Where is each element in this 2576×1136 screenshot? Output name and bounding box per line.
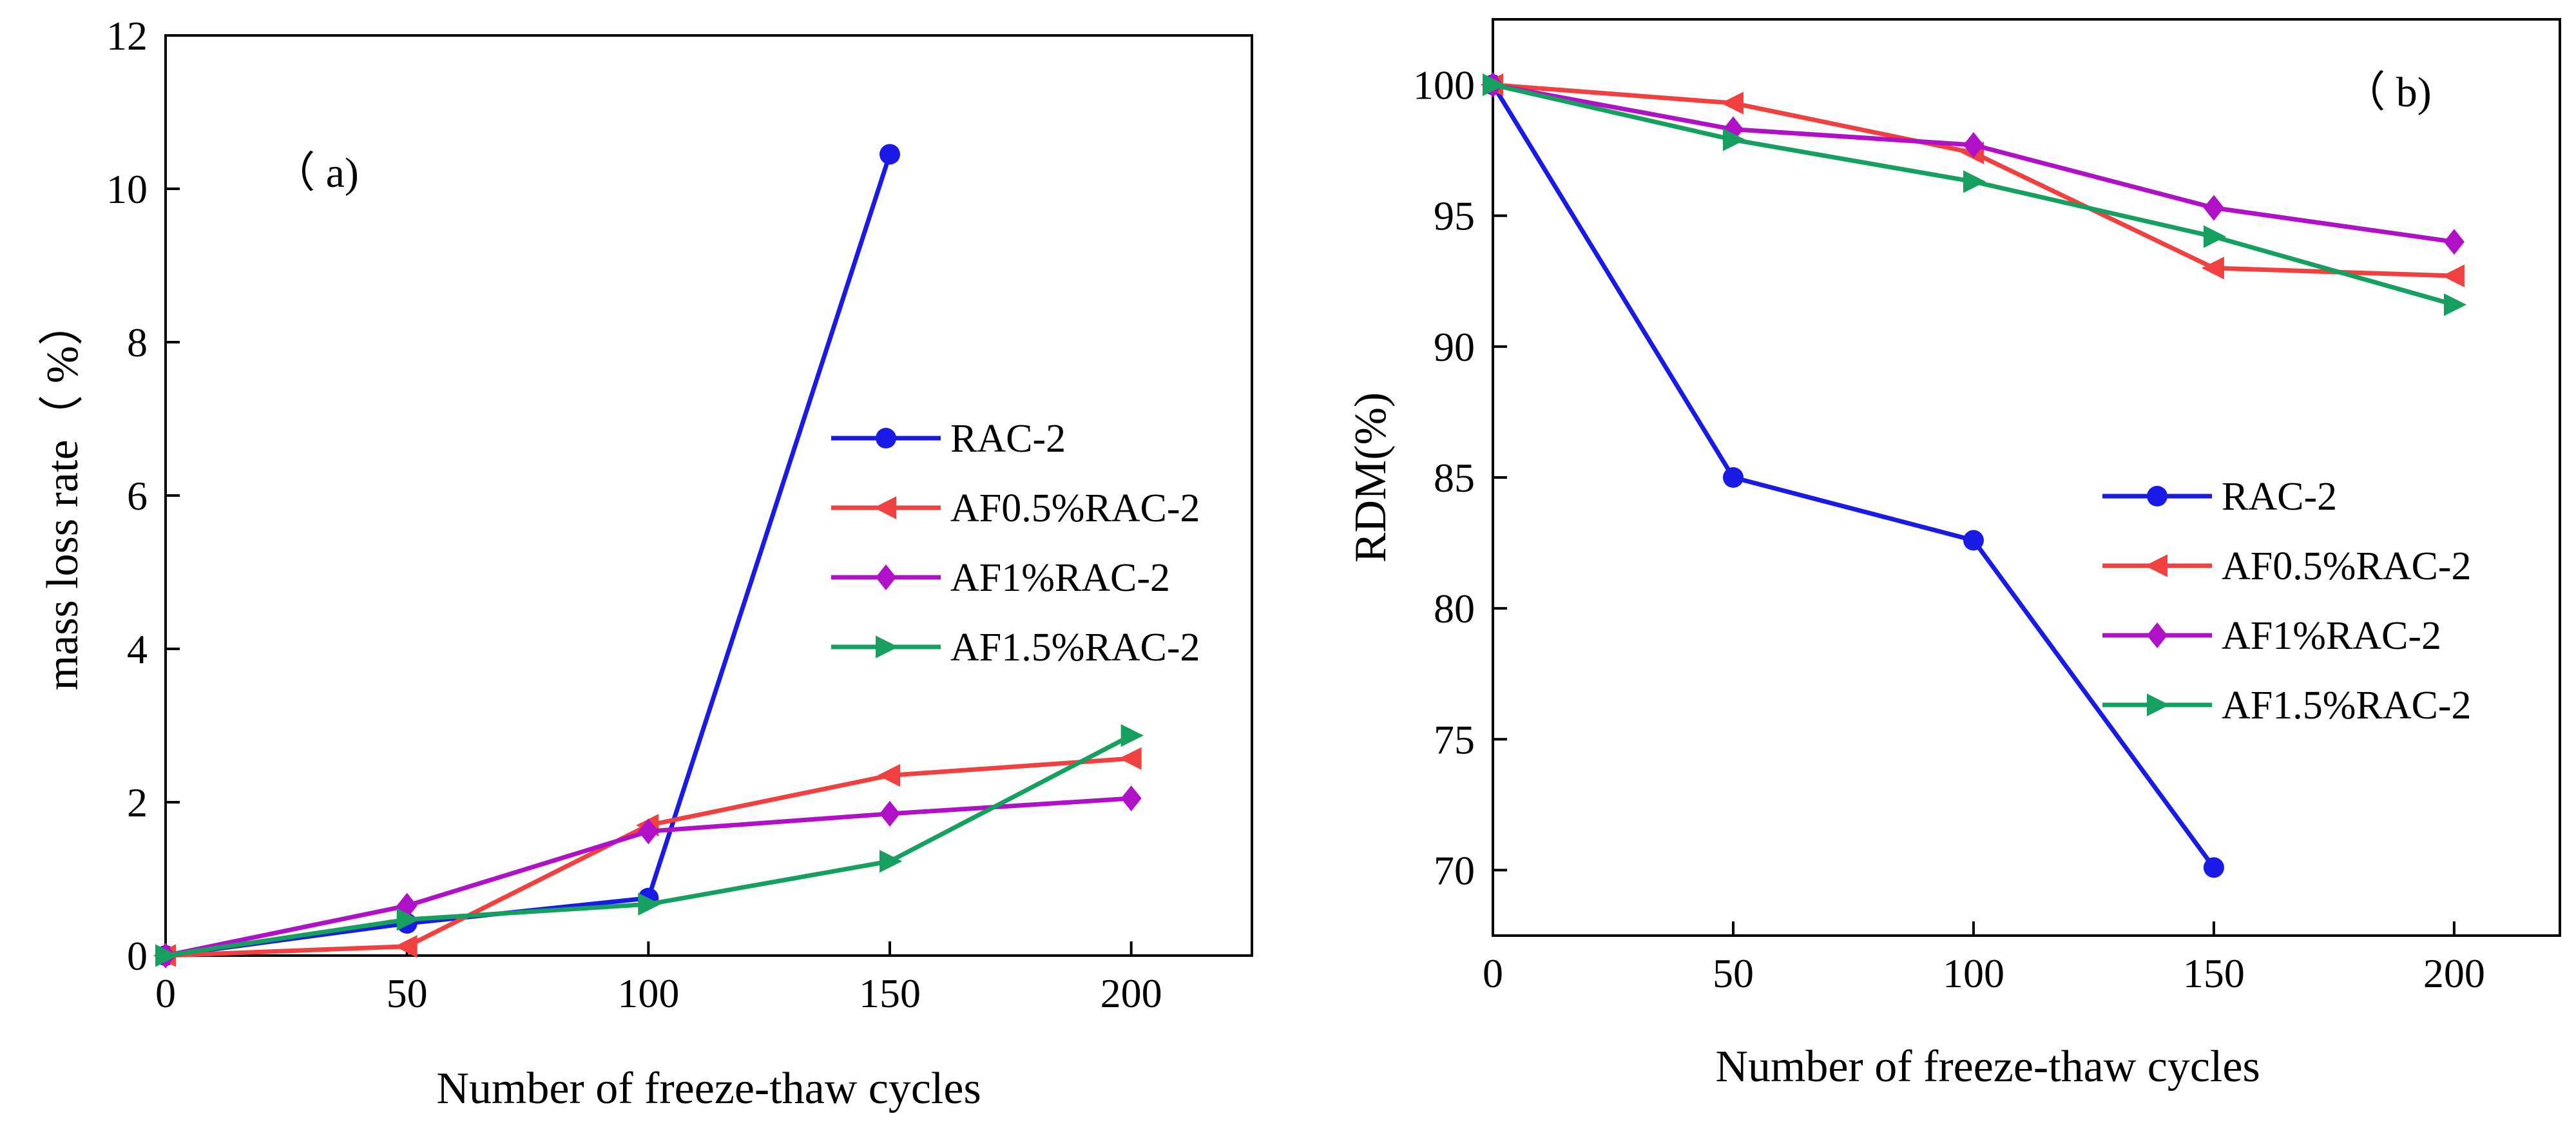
- x-axis-title: Number of freeze-thaw cycles: [1715, 1042, 2260, 1092]
- legend-marker: [2147, 622, 2167, 648]
- legend-marker: [2147, 693, 2170, 717]
- legend-entry: AF0.5%RAC-2: [831, 486, 1200, 530]
- legend-label: RAC-2: [950, 417, 1066, 461]
- legend-label: AF1.5%RAC-2: [950, 626, 1200, 669]
- x-tick-label: 50: [387, 970, 428, 1016]
- y-tick-label: 8: [127, 320, 148, 365]
- series-AF1.5%RAC-2: [155, 724, 1144, 967]
- series-AF1%RAC-2: [155, 785, 1142, 968]
- legend-entry: RAC-2: [831, 417, 1066, 461]
- legend-label: AF0.5%RAC-2: [2222, 544, 2472, 588]
- legend-label: AF1%RAC-2: [950, 556, 1170, 600]
- y-tick-label: 80: [1434, 586, 1475, 631]
- y-tick-label: 95: [1434, 193, 1475, 239]
- data-point: [2203, 195, 2224, 221]
- data-point: [1119, 747, 1142, 770]
- legend-label: AF1%RAC-2: [2222, 614, 2441, 658]
- panel-label: （ b): [2343, 69, 2431, 116]
- series-RAC-2: [155, 144, 900, 966]
- x-tick-label: 200: [1101, 970, 1162, 1016]
- y-tick-label: 75: [1434, 717, 1475, 762]
- legend-marker: [876, 564, 896, 590]
- data-point: [1963, 530, 1984, 551]
- data-point: [2203, 857, 2224, 878]
- x-axis-title: Number of freeze-thaw cycles: [436, 1064, 981, 1113]
- data-point: [1120, 785, 1142, 812]
- series-line: [165, 153, 892, 958]
- data-point: [1963, 170, 1986, 193]
- y-tick-label: 0: [127, 933, 148, 979]
- data-point: [2443, 229, 2465, 255]
- legend-marker: [2147, 486, 2167, 506]
- data-point: [638, 892, 661, 916]
- x-tick-label: 100: [1943, 950, 2004, 996]
- panel-label: （ a): [273, 149, 359, 197]
- y-tick-label: 12: [106, 13, 148, 59]
- data-point: [155, 944, 178, 967]
- data-point: [1963, 132, 1984, 159]
- x-tick-label: 150: [2183, 950, 2245, 996]
- data-point: [879, 800, 900, 827]
- y-tick-label: 10: [106, 166, 148, 212]
- series-AF1%RAC-2: [1483, 72, 2465, 255]
- legend-entry: AF1%RAC-2: [2102, 614, 2441, 658]
- data-point: [2203, 225, 2227, 248]
- series-RAC-2: [1483, 74, 2224, 878]
- data-point: [879, 144, 900, 165]
- series-line: [1492, 82, 2455, 244]
- data-point: [1120, 724, 1144, 747]
- data-point: [1722, 128, 1746, 151]
- legend-entry: AF1.5%RAC-2: [2102, 684, 2472, 727]
- y-tick-label: 85: [1434, 455, 1475, 501]
- series-line: [1491, 83, 2216, 869]
- legend-marker: [876, 428, 896, 448]
- data-point: [879, 850, 903, 873]
- data-point: [1483, 73, 1506, 97]
- x-tick-label: 200: [2423, 950, 2485, 996]
- x-tick-label: 50: [1713, 950, 1754, 996]
- y-tick-label: 6: [127, 473, 148, 519]
- data-point: [2443, 293, 2467, 316]
- y-axis-title: mass loss rate（ %）: [38, 301, 88, 691]
- data-point: [877, 764, 900, 787]
- data-point: [1720, 91, 1744, 115]
- legend-marker: [2144, 554, 2167, 577]
- series-AF1.5%RAC-2: [1483, 73, 2467, 316]
- legend-label: RAC-2: [2222, 475, 2337, 519]
- data-point: [2201, 256, 2224, 280]
- legend-entry: AF1%RAC-2: [831, 556, 1170, 600]
- legend-entry: AF0.5%RAC-2: [2102, 544, 2472, 588]
- x-tick-label: 0: [1483, 950, 1503, 996]
- legend-marker: [876, 635, 899, 659]
- data-point: [638, 818, 659, 845]
- legend-marker: [873, 496, 896, 519]
- y-axis-title: RDM(%): [1346, 392, 1396, 563]
- data-point: [1722, 467, 1744, 488]
- x-tick-label: 100: [617, 970, 679, 1016]
- legend-label: AF1.5%RAC-2: [2222, 684, 2472, 727]
- data-point: [394, 935, 418, 958]
- y-tick-label: 70: [1434, 847, 1475, 893]
- legend-entry: RAC-2: [2102, 475, 2337, 519]
- panel-a-mass-loss-chart: 0 50 100 150 200 0 2 4 6 8 10 12 Number of freeze-th…: [38, 13, 1253, 1113]
- x-tick-label: 150: [859, 970, 921, 1016]
- data-point: [2441, 264, 2465, 287]
- legend-label: AF0.5%RAC-2: [950, 486, 1200, 530]
- y-tick-label: 100: [1413, 63, 1475, 108]
- y-tick-label: 4: [127, 626, 148, 672]
- x-tick-label: 0: [155, 970, 176, 1016]
- data-point: [396, 908, 419, 931]
- panel-b-rdm-chart: 0 50 100 150 200 70 75 80 85 90 95 100 Number of fre…: [1346, 18, 2561, 1092]
- y-tick-label: 2: [127, 780, 148, 825]
- y-tick-label: 90: [1434, 324, 1475, 370]
- legend-entry: AF1.5%RAC-2: [831, 626, 1200, 669]
